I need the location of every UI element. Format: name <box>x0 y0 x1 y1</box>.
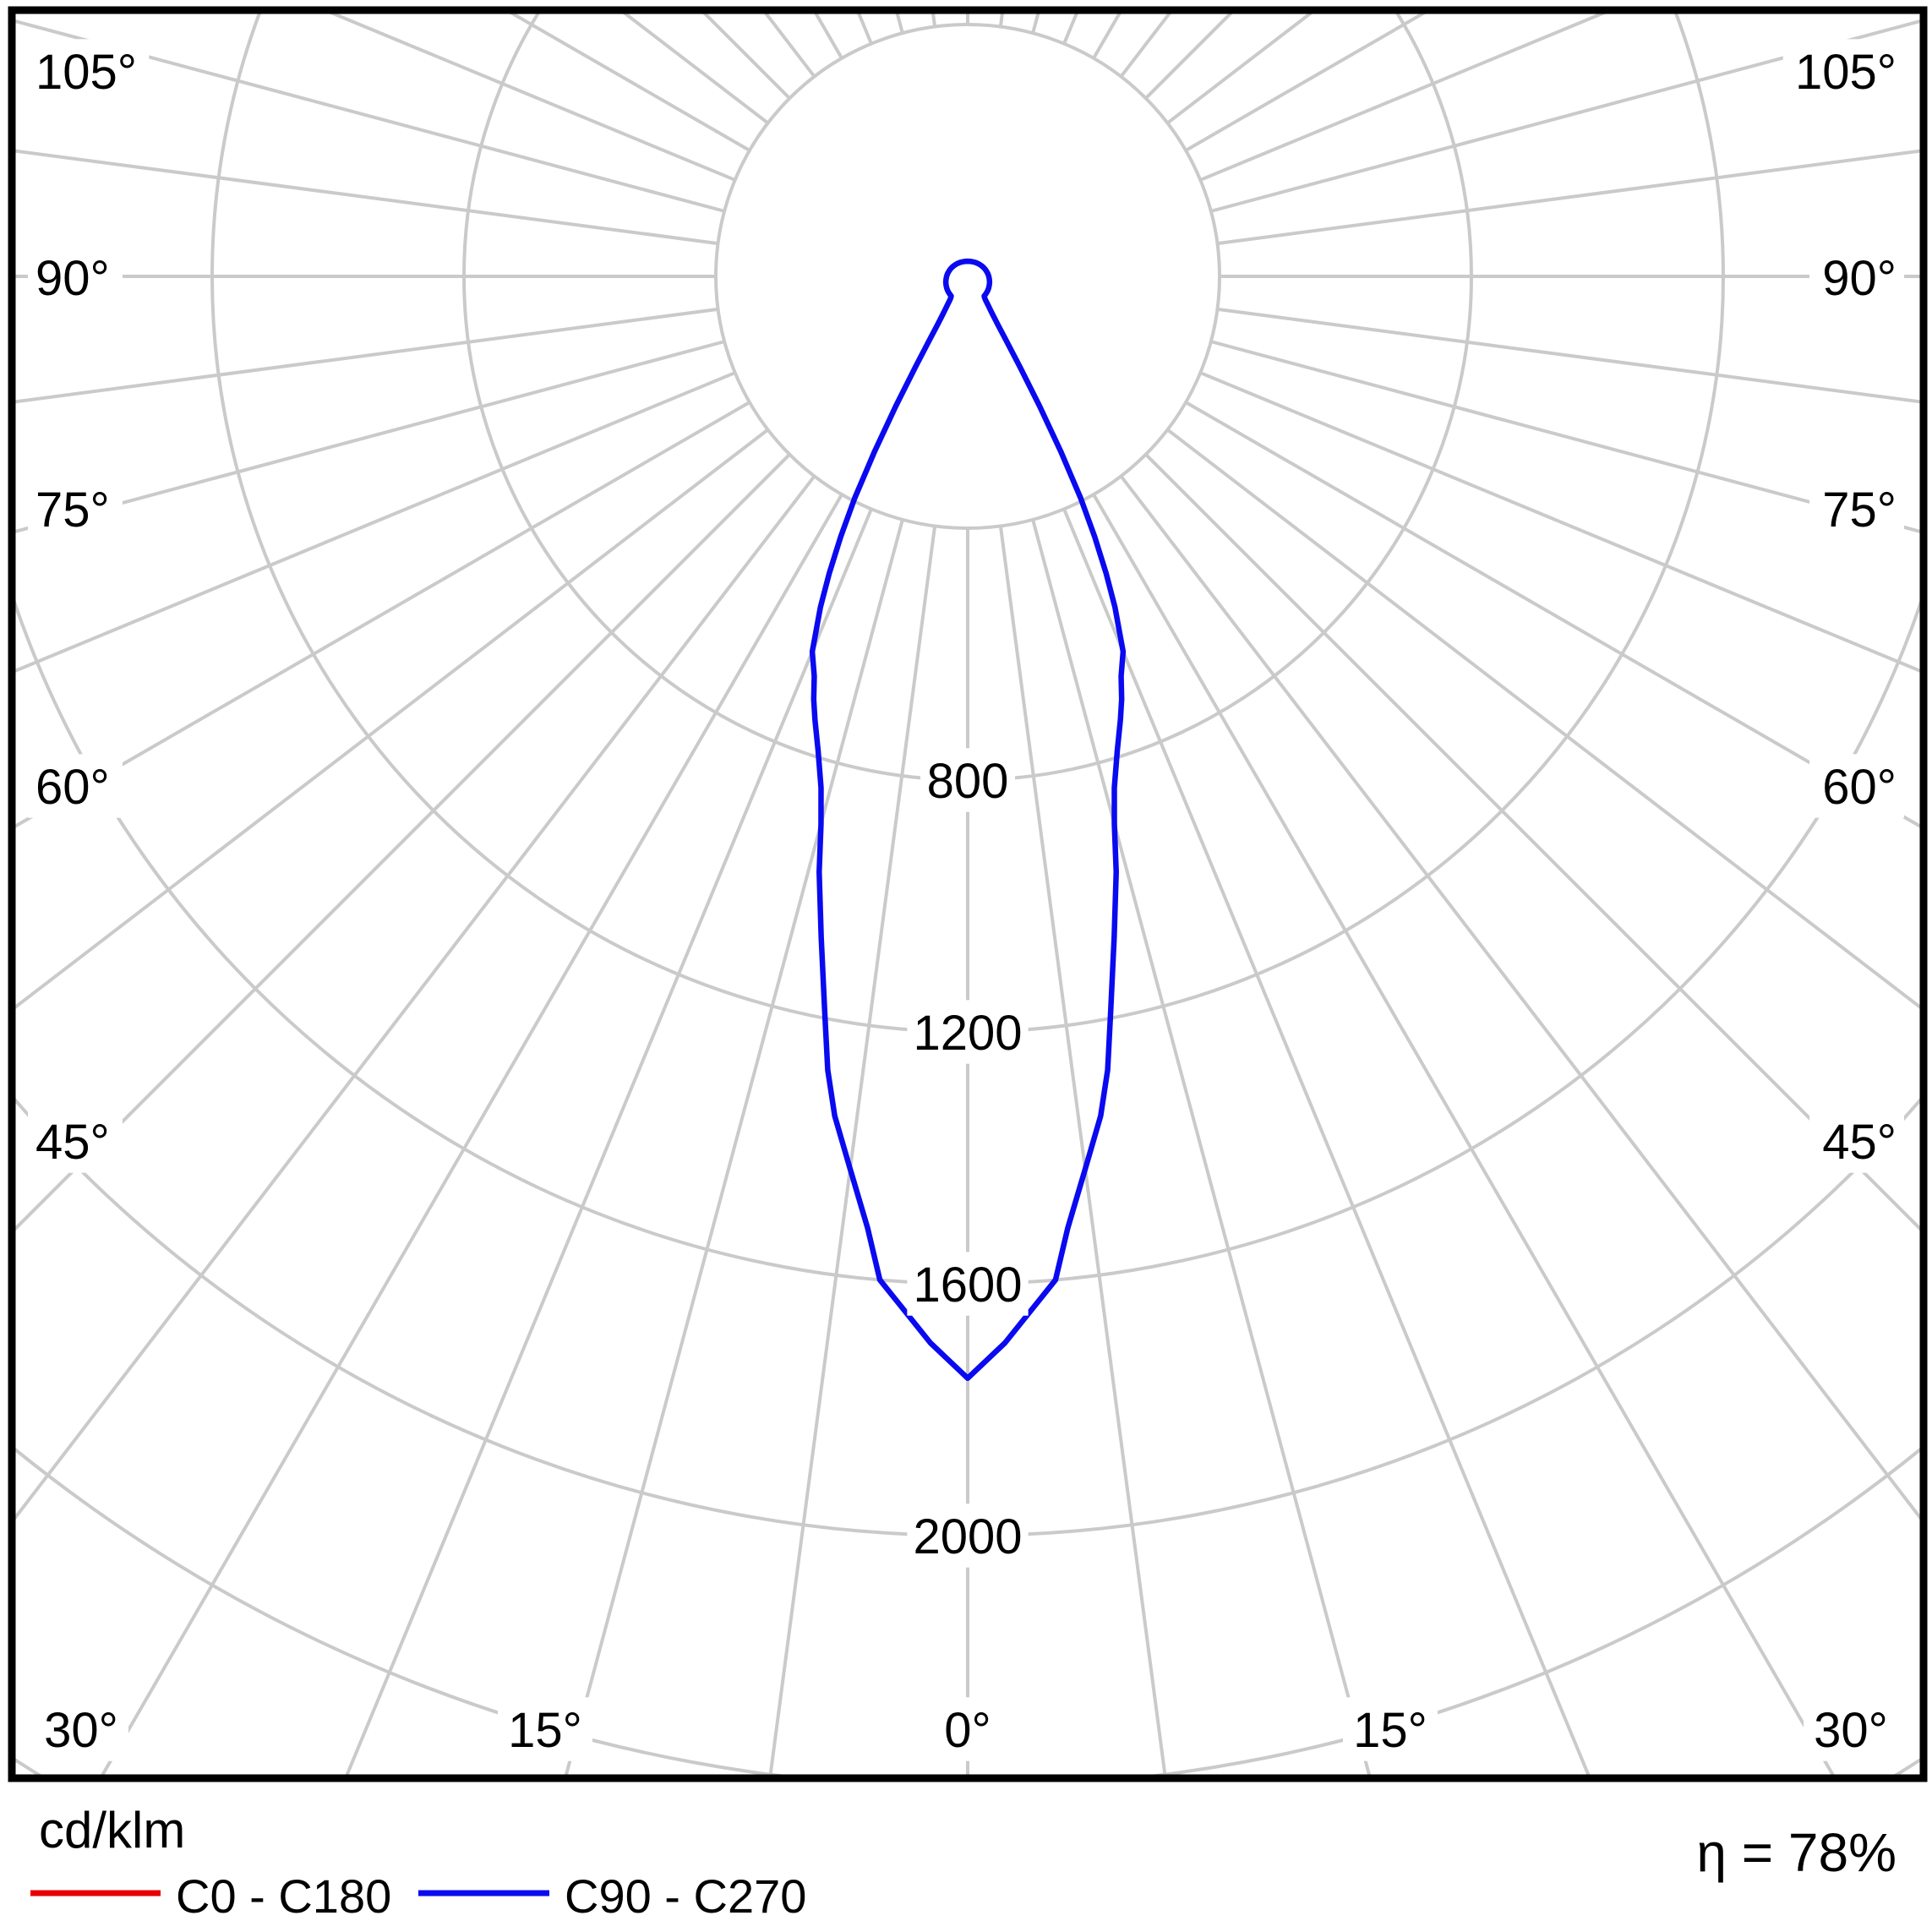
angle-label-right-45: 45° <box>1822 1115 1897 1170</box>
angle-label-left-75-backing <box>28 477 123 541</box>
grid-radial-315 <box>15 453 791 1231</box>
angle-label-bottom-4: 30° <box>1814 1703 1888 1758</box>
angle-label-left-105: 105° <box>35 45 137 100</box>
grid-radial-277.5 <box>15 307 718 404</box>
ring-label-1600: 1600 <box>913 1258 1022 1313</box>
efficiency-label: η = 78% <box>1696 1822 1897 1883</box>
angle-label-right-75: 75° <box>1822 483 1897 538</box>
caption-row: cd/klm η = 78% C0 - C180 C90 - C270 <box>30 1802 1897 1923</box>
angle-label-bottom-3: 15° <box>1353 1703 1427 1758</box>
ring-label-2000: 2000 <box>913 1509 1022 1564</box>
grid-radial-15 <box>1031 519 1372 1775</box>
grid-radial-262.5 <box>15 149 718 246</box>
angle-label-left-90-backing <box>28 245 123 309</box>
angle-label-bottom-1: 15° <box>508 1703 582 1758</box>
ring-label-1200: 1200 <box>913 1006 1022 1061</box>
grid-radial-112.5 <box>1199 14 1607 182</box>
angle-label-right-75-backing <box>1809 477 1904 541</box>
grid-radial-352.5 <box>768 526 937 1775</box>
grid-radial-30 <box>1092 494 1835 1775</box>
angle-label-left-90: 90° <box>35 251 110 306</box>
angle-label-left-45-backing <box>28 1109 123 1173</box>
ring-label-800: 800 <box>927 754 1009 809</box>
unit-label: cd/klm <box>39 1802 185 1858</box>
angle-label-bottom-2-backing <box>933 1697 1002 1761</box>
angle-label-right-45-backing <box>1809 1109 1904 1173</box>
angle-label-right-90: 90° <box>1822 251 1897 306</box>
angle-label-left-60: 60° <box>35 760 110 815</box>
curve-C90-C270 <box>809 258 1127 1381</box>
legend-c0-label: C0 - C180 <box>176 1869 391 1923</box>
grid-radial-247.5 <box>328 14 736 182</box>
angle-label-left-45: 45° <box>35 1115 110 1170</box>
grid-radial-37.5 <box>1119 475 1920 1521</box>
grid-radial-45 <box>1144 453 1920 1231</box>
angle-label-right-105: 105° <box>1795 45 1897 100</box>
ring-label-2000-backing <box>907 1504 1029 1568</box>
grid-radial-330 <box>101 494 843 1775</box>
intensity-curves <box>809 258 1127 1381</box>
grid-radial-67.5 <box>1199 371 1920 673</box>
angle-label-left-60-backing <box>28 754 123 818</box>
angle-label-left-105-backing <box>28 39 150 103</box>
ring-label-800-backing <box>920 748 1015 812</box>
angle-label-right-90-backing <box>1809 245 1904 309</box>
grid-radial-52.5 <box>1166 428 1920 1010</box>
angle-label-bottom-2: 0° <box>944 1703 991 1758</box>
grid-radial-345 <box>564 519 904 1775</box>
grid-radial-22.5 <box>1062 508 1591 1775</box>
angle-label-bottom-4-backing <box>1804 1697 1898 1761</box>
grid-radial-75 <box>1210 340 1920 534</box>
grid-radial-307.5 <box>15 428 769 1010</box>
angle-label-right-60-backing <box>1809 754 1904 818</box>
grid-radial-300 <box>15 401 750 828</box>
grid-radial-82.5 <box>1217 307 1920 404</box>
angle-label-right-105-backing <box>1782 39 1904 103</box>
grid-radial-97.5 <box>1217 149 1920 246</box>
grid-radial-7.5 <box>998 526 1167 1775</box>
plot-frame <box>8 6 1928 1782</box>
ring-label-1200-backing <box>907 1000 1029 1064</box>
angle-label-bottom-1-backing <box>498 1697 592 1761</box>
grid-radial-292.5 <box>15 371 736 673</box>
legend-c90-label: C90 - C270 <box>565 1869 806 1923</box>
grid-radial-255 <box>15 19 725 213</box>
angle-label-right-60: 60° <box>1822 760 1897 815</box>
grid-radial-60 <box>1185 401 1920 828</box>
grid-radial-322.5 <box>15 475 816 1521</box>
ring-label-1600-backing <box>907 1252 1029 1316</box>
angle-label-left-75: 75° <box>35 483 110 538</box>
grid-radial-105 <box>1210 19 1920 213</box>
grid-radial-285 <box>15 340 725 534</box>
angle-label-bottom-0-backing <box>34 1697 128 1761</box>
angle-label-bottom-0: 30° <box>44 1703 118 1758</box>
angle-label-bottom-3-backing <box>1343 1697 1438 1761</box>
grid-radial-337.5 <box>345 508 873 1775</box>
grid-labels: 800 1200 1600 2000 105° 105° 90° 90° 75° 75° 60° 60… <box>28 39 1904 1761</box>
